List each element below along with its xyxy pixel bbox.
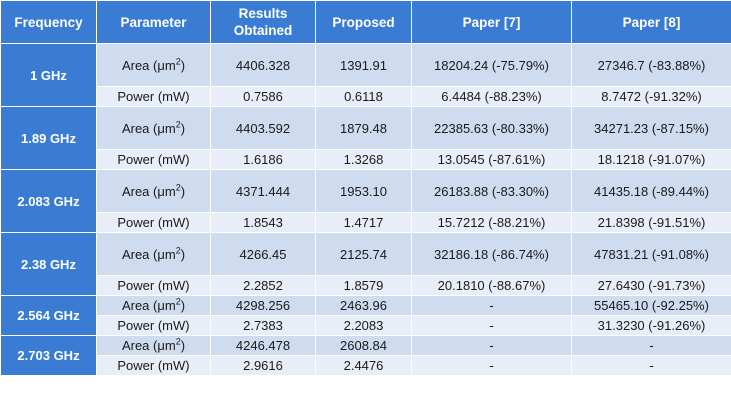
results-cell: 0.7586 xyxy=(210,86,316,107)
parameter-area: Area (μm2) xyxy=(96,232,211,276)
paper7-cell: 20.1810 (-88.67%) xyxy=(411,275,572,296)
paper8-cell: 27.6430 (-91.73%) xyxy=(571,275,731,296)
proposed-cell: 1.3268 xyxy=(315,149,412,170)
table-row: 2.083 GHz Area (μm2) 4371.444 1953.10 26… xyxy=(0,169,731,233)
table-row: Power (mW) 2.2852 1.8579 20.1810 (-88.67… xyxy=(1,275,731,296)
paper7-cell: 13.0545 (-87.61%) xyxy=(411,149,572,170)
results-cell: 1.6186 xyxy=(210,149,316,170)
header-row: Frequency Parameter Results Obtained Pro… xyxy=(0,0,731,44)
results-cell: 4246.478 xyxy=(210,335,316,356)
results-cell: 1.8543 xyxy=(210,212,316,233)
table-row: 2.38 GHz Area (μm2) 4266.45 2125.74 3218… xyxy=(0,232,731,296)
parameter-area: Area (μm2) xyxy=(96,335,211,356)
frequency-cell: 1.89 GHz xyxy=(0,106,97,170)
proposed-cell: 0.6118 xyxy=(315,86,412,107)
proposed-cell: 1391.91 xyxy=(315,43,412,87)
table-row: 1.89 GHz Area (μm2) 4403.592 1879.48 223… xyxy=(0,106,731,170)
header-results-obtained: Results Obtained xyxy=(210,0,316,44)
paper8-cell: 8.7472 (-91.32%) xyxy=(571,86,731,107)
paper8-cell: 21.8398 (-91.51%) xyxy=(571,212,731,233)
paper7-cell: 6.4484 (-88.23%) xyxy=(411,86,572,107)
table-row: Power (mW) 1.8543 1.4717 15.7212 (-88.21… xyxy=(1,212,731,233)
paper8-cell: 55465.10 (-92.25%) xyxy=(571,295,731,316)
header-frequency: Frequency xyxy=(0,0,97,44)
proposed-cell: 2.2083 xyxy=(315,315,412,336)
paper7-cell: 26183.88 (-83.30%) xyxy=(411,169,572,213)
paper7-cell: - xyxy=(411,355,572,376)
parameter-area: Area (μm2) xyxy=(96,169,211,213)
results-cell: 2.7383 xyxy=(210,315,316,336)
header-proposed: Proposed xyxy=(315,0,412,44)
frequency-cell: 2.703 GHz xyxy=(0,335,97,376)
comparison-table: Frequency Parameter Results Obtained Pro… xyxy=(0,0,731,376)
parameter-power: Power (mW) xyxy=(96,149,211,170)
paper8-cell: 31.3230 (-91.26%) xyxy=(571,315,731,336)
paper7-cell: 18204.24 (-75.79%) xyxy=(411,43,572,87)
frequency-cell: 2.38 GHz xyxy=(0,232,97,296)
results-cell: 4371.444 xyxy=(210,169,316,213)
proposed-cell: 2608.84 xyxy=(315,335,412,356)
results-cell: 4266.45 xyxy=(210,232,316,276)
paper8-cell: 41435.18 (-89.44%) xyxy=(571,169,731,213)
parameter-area: Area (μm2) xyxy=(96,295,211,316)
proposed-cell: 2463.96 xyxy=(315,295,412,316)
table-row: Power (mW) 2.7383 2.2083 - 31.3230 (-91.… xyxy=(1,315,731,336)
paper8-cell: - xyxy=(571,335,731,356)
paper7-cell: - xyxy=(411,335,572,356)
proposed-cell: 1953.10 xyxy=(315,169,412,213)
frequency-cell: 2.083 GHz xyxy=(0,169,97,233)
table-row: 2.564 GHz Area (μm2) 4298.256 2463.96 - … xyxy=(0,295,731,336)
results-cell: 2.2852 xyxy=(210,275,316,296)
results-cell: 4406.328 xyxy=(210,43,316,87)
header-paper-7: Paper [7] xyxy=(411,0,572,44)
parameter-power: Power (mW) xyxy=(96,86,211,107)
paper7-cell: 32186.18 (-86.74%) xyxy=(411,232,572,276)
parameter-power: Power (mW) xyxy=(96,315,211,336)
parameter-area: Area (μm2) xyxy=(96,43,211,87)
paper8-cell: 27346.7 (-83.88%) xyxy=(571,43,731,87)
paper7-cell: - xyxy=(411,315,572,336)
frequency-cell: 1 GHz xyxy=(0,43,97,107)
table-row: 1 GHz Area (μm2) 4406.328 1391.91 18204.… xyxy=(0,43,731,107)
paper7-cell: 22385.63 (-80.33%) xyxy=(411,106,572,150)
parameter-power: Power (mW) xyxy=(96,355,211,376)
table-row: Power (mW) 2.9616 2.4476 - - xyxy=(1,355,731,376)
table-row: Power (mW) 1.6186 1.3268 13.0545 (-87.61… xyxy=(1,149,731,170)
results-cell: 4298.256 xyxy=(210,295,316,316)
table-row: 2.703 GHz Area (μm2) 4246.478 2608.84 - … xyxy=(0,335,731,376)
parameter-power: Power (mW) xyxy=(96,212,211,233)
paper7-cell: - xyxy=(411,295,572,316)
header-paper-8: Paper [8] xyxy=(571,0,731,44)
header-parameter: Parameter xyxy=(96,0,211,44)
proposed-cell: 1.8579 xyxy=(315,275,412,296)
parameter-power: Power (mW) xyxy=(96,275,211,296)
paper8-cell: 47831.21 (-91.08%) xyxy=(571,232,731,276)
results-cell: 2.9616 xyxy=(210,355,316,376)
proposed-cell: 1.4717 xyxy=(315,212,412,233)
paper7-cell: 15.7212 (-88.21%) xyxy=(411,212,572,233)
proposed-cell: 2125.74 xyxy=(315,232,412,276)
results-cell: 4403.592 xyxy=(210,106,316,150)
paper8-cell: 34271.23 (-87.15%) xyxy=(571,106,731,150)
paper8-cell: - xyxy=(571,355,731,376)
proposed-cell: 1879.48 xyxy=(315,106,412,150)
proposed-cell: 2.4476 xyxy=(315,355,412,376)
frequency-cell: 2.564 GHz xyxy=(0,295,97,336)
paper8-cell: 18.1218 (-91.07%) xyxy=(571,149,731,170)
table-row: Power (mW) 0.7586 0.6118 6.4484 (-88.23%… xyxy=(1,86,731,107)
parameter-area: Area (μm2) xyxy=(96,106,211,150)
